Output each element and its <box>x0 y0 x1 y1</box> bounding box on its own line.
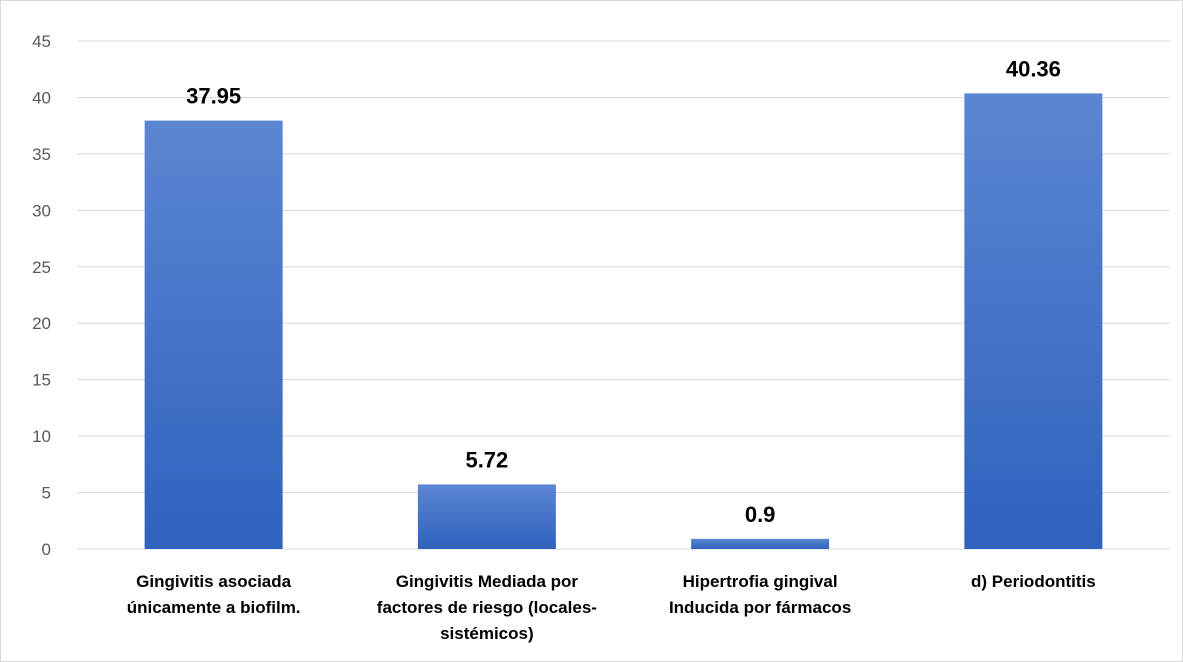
y-tick-label: 0 <box>42 540 51 559</box>
bar <box>144 120 283 549</box>
category-labels: Gingivitis asociada únicamente a biofilm.… <box>127 572 1096 643</box>
bar <box>964 93 1103 550</box>
data-label: 40.36 <box>1006 56 1061 81</box>
y-tick-label: 30 <box>32 201 51 220</box>
category-label: Gingivitis asociada únicamente a biofilm. <box>127 572 301 617</box>
bars <box>144 93 1103 550</box>
data-label: 5.72 <box>465 447 508 472</box>
data-label: 37.95 <box>186 84 241 109</box>
data-labels: 37.95 5.72 0.9 40.36 <box>186 56 1061 526</box>
y-tick-label: 10 <box>32 427 51 446</box>
category-label: Gingivitis Mediada por factores de riesgo… <box>377 572 597 643</box>
y-tick-label: 45 <box>32 32 51 51</box>
bar <box>417 484 556 549</box>
y-tick-label: 15 <box>32 371 51 390</box>
y-tick-label: 35 <box>32 145 51 164</box>
y-axis-tick-labels: 0 5 10 15 20 25 30 35 40 45 <box>32 32 51 559</box>
y-tick-label: 5 <box>42 484 51 503</box>
y-tick-label: 25 <box>32 258 51 277</box>
data-label: 0.9 <box>745 502 776 527</box>
y-tick-label: 20 <box>32 314 51 333</box>
bar <box>691 538 830 549</box>
y-tick-label: 40 <box>32 88 51 107</box>
category-label: Hipertrofia gingival Inducida por fármaco… <box>669 572 851 617</box>
category-label: d) Periodontitis <box>971 572 1096 591</box>
